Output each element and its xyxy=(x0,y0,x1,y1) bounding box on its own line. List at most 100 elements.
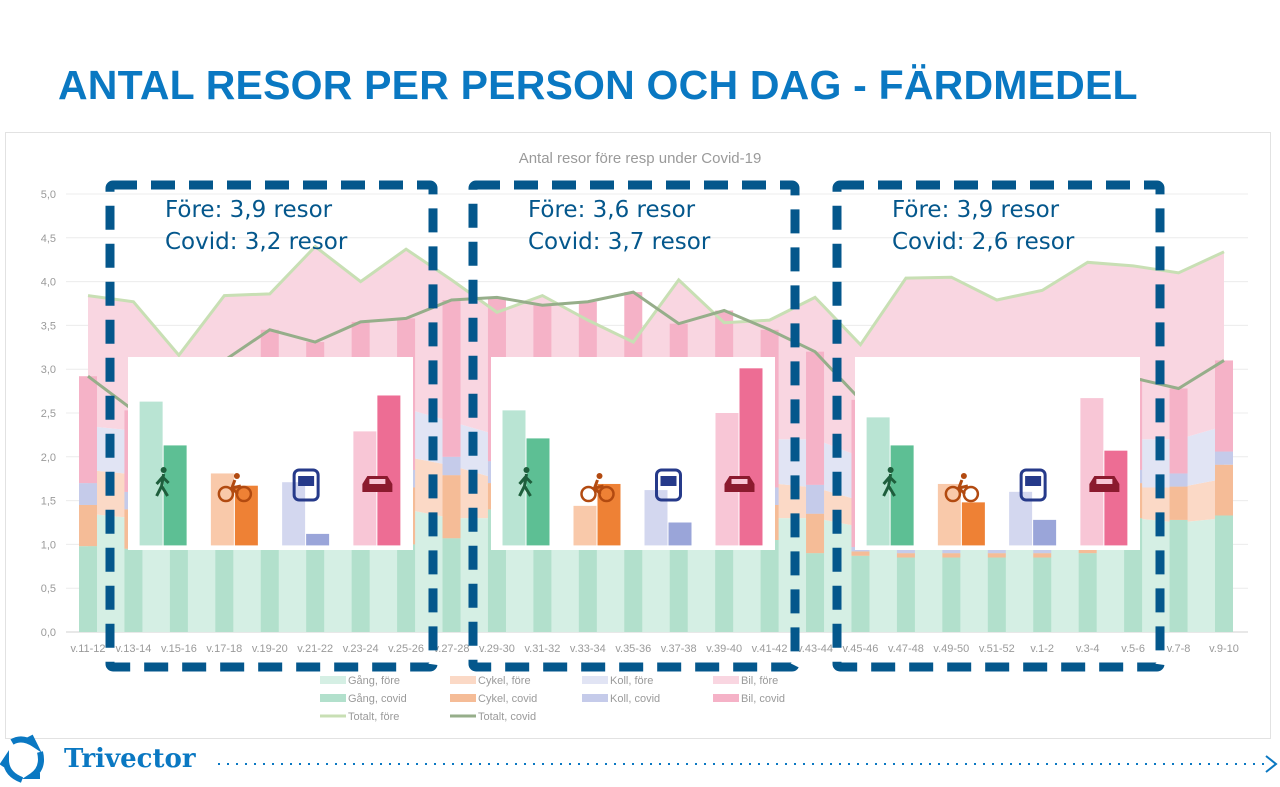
legend-swatch xyxy=(450,676,476,684)
trivector-logo-icon xyxy=(0,734,44,783)
bar-koll-covid xyxy=(896,548,915,554)
rider xyxy=(957,479,969,496)
bar-gång-covid xyxy=(624,535,643,632)
x-tick-label: v.45-46 xyxy=(843,643,879,655)
period-before-text: Före: 3,9 resor xyxy=(165,197,333,223)
bar-gång-covid xyxy=(669,544,688,632)
legend-label: Gång, covid xyxy=(348,693,407,705)
legend-item: Totalt, covid xyxy=(450,711,536,723)
inset-chart xyxy=(128,357,413,550)
bar-gång-covid xyxy=(1215,515,1233,632)
legend-item: Bil, covid xyxy=(713,693,785,705)
x-tick-label: v.21-22 xyxy=(297,643,333,655)
rider xyxy=(230,479,242,496)
inset-bar-gang-fore xyxy=(502,410,526,546)
bar-gång-covid xyxy=(987,557,1006,632)
bar-koll-covid xyxy=(442,456,461,476)
legend-item: Cykel, covid xyxy=(450,693,537,705)
bar-gång-covid xyxy=(851,555,870,632)
slide-title: ANTAL RESOR PER PERSON OCH DAG - FÄRDMED… xyxy=(58,62,1138,108)
legend-label: Cykel, före xyxy=(478,675,531,687)
inset-chart xyxy=(855,357,1140,550)
inset-bar-gang-covid xyxy=(163,445,187,546)
period-covid-text: Covid: 3,2 resor xyxy=(165,229,348,255)
y-tick-label: 5,0 xyxy=(41,189,56,201)
inset-bar-koll-fore xyxy=(1009,491,1033,546)
y-tick-label: 1,5 xyxy=(41,496,56,508)
bus-body xyxy=(1019,468,1047,502)
bar-gång-covid xyxy=(533,526,552,632)
inset-bar-cykel-fore xyxy=(937,483,961,546)
x-tick-label: v.5-6 xyxy=(1121,643,1145,655)
logo-arrows xyxy=(0,734,44,783)
bar-gång-covid xyxy=(1169,519,1188,632)
bar-gång-covid xyxy=(1078,553,1097,632)
wheel xyxy=(217,485,235,503)
rider xyxy=(592,479,604,496)
body xyxy=(518,473,533,497)
x-tick-label: v.23-24 xyxy=(343,643,379,655)
bar-gång-covid xyxy=(760,540,779,632)
car-window xyxy=(1096,479,1113,484)
bar-gång-covid xyxy=(124,548,143,632)
y-tick-label: 2,0 xyxy=(41,452,56,464)
bar-koll-covid xyxy=(806,484,825,514)
x-tick-label: v.25-26 xyxy=(388,643,424,655)
legend-swatch xyxy=(450,694,476,702)
x-tick-label: v.35-36 xyxy=(615,643,651,655)
inset-bar-koll-fore xyxy=(644,490,668,546)
x-tick-label: v.17-18 xyxy=(206,643,242,655)
x-tick-label: v.33-34 xyxy=(570,643,606,655)
bar-koll-covid xyxy=(987,548,1006,554)
head xyxy=(887,467,894,473)
inset-bar-bil-covid xyxy=(739,368,763,546)
x-tick-label: v.43-44 xyxy=(797,643,833,655)
inset-bar-gang-covid xyxy=(890,445,914,546)
bar-koll-covid xyxy=(1215,451,1233,465)
inset-bar-gang-covid xyxy=(526,438,550,546)
legend-label: Koll, covid xyxy=(610,693,660,705)
inset-bar-gang-fore xyxy=(866,417,890,546)
bar-cykel-covid xyxy=(987,553,1006,558)
car-icon xyxy=(724,476,755,492)
x-tick-label: v.31-32 xyxy=(524,643,560,655)
y-tick-label: 0,5 xyxy=(41,583,56,595)
bar-cykel-covid xyxy=(1033,553,1052,558)
legend-label: Totalt, covid xyxy=(478,711,536,723)
inset-bar-gang-fore xyxy=(139,401,163,546)
x-tick-label: v.51-52 xyxy=(979,643,1015,655)
bar-gång-covid xyxy=(1033,557,1052,632)
bar-koll-covid xyxy=(942,548,961,554)
body xyxy=(882,473,897,497)
bar-koll-covid xyxy=(1169,473,1188,487)
legend-item: Cykel, före xyxy=(450,675,531,687)
bar-gång-covid xyxy=(215,540,234,632)
legend-swatch xyxy=(320,694,346,702)
bus-body xyxy=(292,468,320,502)
head xyxy=(160,467,167,473)
walking-person-icon xyxy=(518,467,533,497)
head xyxy=(596,473,603,479)
legend-item: Totalt, före xyxy=(320,711,399,723)
bus-body xyxy=(655,468,682,502)
bus-icon xyxy=(655,468,682,502)
wheel xyxy=(944,485,962,503)
bar-bil-covid xyxy=(1215,360,1233,452)
inset-bar-bil-fore xyxy=(1080,398,1104,546)
bar-gång-covid xyxy=(806,553,825,632)
bar-cykel-covid xyxy=(1169,486,1188,520)
y-tick-label: 4,5 xyxy=(41,233,56,245)
bicycle-icon xyxy=(580,473,615,503)
inset-bar-bil-fore xyxy=(715,413,739,546)
bar-koll-covid xyxy=(79,483,97,505)
inset-bar-koll-covid xyxy=(668,522,692,546)
inset-bar-koll-covid xyxy=(1033,519,1057,546)
car-icon xyxy=(362,476,393,492)
y-tick-label: 1,0 xyxy=(41,539,56,551)
legend-item: Koll, före xyxy=(582,675,653,687)
y-tick-label: 3,5 xyxy=(41,320,56,332)
inset-bar-cykel-fore xyxy=(573,505,597,546)
period-box xyxy=(832,180,1165,672)
legend-item: Bil, före xyxy=(713,675,778,687)
